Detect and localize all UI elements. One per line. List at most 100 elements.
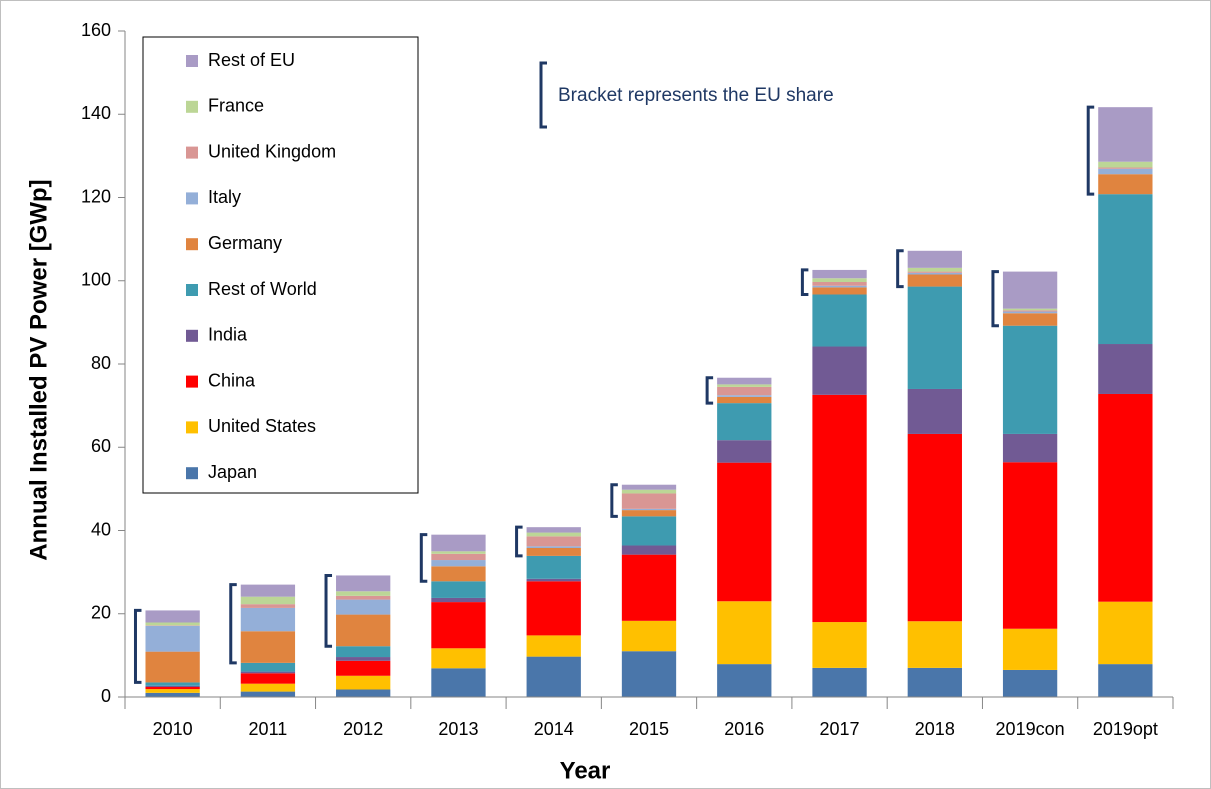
bar-segment [240,662,296,672]
legend-swatch [186,55,198,67]
bar-segment [717,403,772,441]
bar-segment [526,656,581,697]
eu-bracket [229,583,237,665]
bar-segment [717,395,772,397]
bar-segment [907,271,962,273]
x-tick-label: 2016 [724,719,764,739]
bar-segment [336,591,391,596]
y-tick-label: 140 [81,103,111,123]
legend-swatch [186,284,198,296]
bar-segment [240,584,296,597]
x-tick-label: 2013 [438,719,478,739]
y-tick-label: 0 [101,686,111,706]
x-axis-title: Year [560,757,611,784]
bar-segment [240,673,296,684]
bar-segment [812,278,867,282]
bar-segment [621,508,677,511]
bar-segment [621,620,677,652]
eu-bracket [800,268,809,296]
x-tick-label: 2012 [343,719,383,739]
bar-segment [1002,462,1058,629]
eu-bracket [1086,105,1095,196]
legend-swatch [186,100,198,113]
legend-swatch [186,238,198,251]
bar-segment [526,532,581,537]
bar-segment [907,667,962,697]
bar-segment [336,646,391,658]
y-axis-title: Annual Installed PV Power [GWp] [25,179,52,560]
x-tick-label: 2017 [820,719,860,739]
bar-segment [240,607,296,632]
x-tick-label: 2010 [153,719,193,739]
legend-swatch [186,467,198,480]
bar-segment [145,685,200,688]
bar-segment [717,601,772,665]
bar-segment [907,286,962,389]
bar-segment [145,622,200,626]
eu-bracket [610,483,618,518]
y-tick-label: 80 [91,353,111,373]
eu-bracket [419,533,428,583]
bar-segment [145,682,200,686]
bar-segment [907,433,962,622]
eu-bracket [133,608,142,684]
bar-segment [526,536,581,547]
y-tick-label: 120 [81,186,111,206]
bar-segment [717,386,772,396]
annotation: Bracket represents the EU share [558,85,834,106]
bar-segment [240,683,296,692]
legend-label: Germany [208,233,282,253]
bar-segment [526,581,581,636]
bar-segment [621,493,677,509]
bar-segment [1098,107,1153,162]
bar-segment [717,440,772,463]
bar-segment [1098,194,1153,345]
bar-segment [336,675,391,690]
y-tick-label: 100 [81,270,111,290]
eu-bracket [324,573,333,648]
bar-segment [1002,325,1058,434]
bar-segment [1002,308,1058,311]
bar-segment [1002,669,1058,697]
eu-bracket [705,376,714,405]
bar-segment [526,578,581,582]
bar-segment [907,388,962,434]
bar-segment [621,489,677,494]
bar-segment [812,294,867,347]
legend-label: China [208,370,256,390]
bar-segment [431,551,486,554]
x-tick-label: 2019opt [1093,719,1158,739]
x-tick-label: 2014 [534,719,574,739]
legend-label: Italy [208,187,241,207]
bar-segment [1098,167,1153,169]
bar-segment [526,546,581,548]
bar-segment [431,553,486,561]
bar-segment [1098,664,1153,697]
bar-segment [1002,310,1058,312]
bar-segment [431,602,486,649]
bar-segment [717,664,772,697]
legend-label: Rest of EU [208,50,295,70]
legend-swatch [186,375,198,388]
bar-segment [336,657,391,661]
bar-segment [812,281,867,286]
bar-segment [717,384,772,387]
bar-segment [431,581,486,598]
bar-segment [621,484,677,490]
bar-segment [526,635,581,657]
y-tick-label: 160 [81,20,111,40]
legend-swatch [186,146,198,159]
bar-segment [431,560,486,567]
bar-segment [621,554,677,621]
bar-segment [621,510,677,517]
bar-segment [1098,393,1153,602]
bar-segment [431,566,486,582]
bar-segment [431,668,486,697]
bar-segment [1002,628,1058,670]
bar-segment [336,614,391,647]
bar-segment [240,631,296,663]
bar-segment [336,599,391,615]
legend-swatch [186,192,198,205]
